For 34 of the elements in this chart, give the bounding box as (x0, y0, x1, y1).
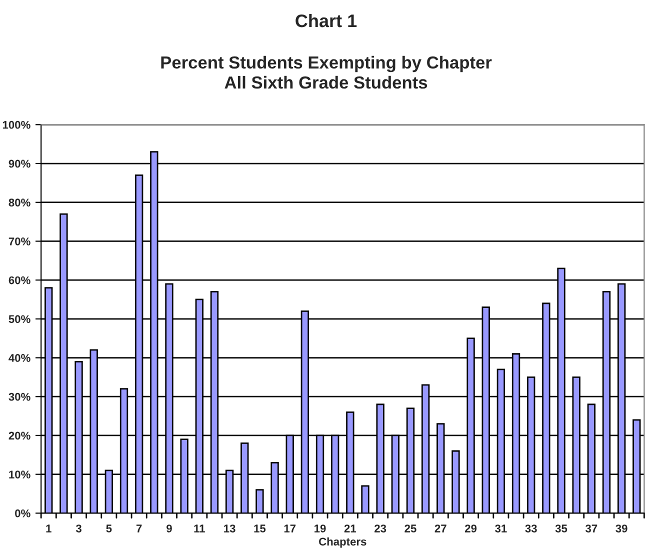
y-tick-label: 20% (8, 432, 30, 440)
x-tick-label: 27 (434, 524, 446, 532)
x-tick-label: 11 (194, 524, 205, 532)
y-tick-label: 0% (15, 509, 30, 518)
x-tick-label: 19 (314, 524, 326, 532)
y-tick-label: 70% (8, 237, 30, 246)
x-tick-label: 39 (616, 524, 628, 532)
y-tick-label: 90% (8, 160, 30, 168)
y-tick-label: 30% (8, 392, 30, 401)
chart-title: Chart 1 (296, 14, 357, 28)
x-tick-label: 25 (404, 524, 416, 532)
x-tick-label: 7 (136, 524, 142, 532)
y-tick-label: 60% (8, 276, 30, 284)
chart-subtitle: Percent Students Exempting by Chapter All Sixth Grade Students (161, 56, 492, 89)
x-tick-label: 21 (344, 524, 356, 532)
x-tick-label: 3 (76, 524, 82, 532)
y-tick-label: 100% (2, 120, 30, 129)
x-tick-label: 35 (555, 524, 568, 532)
x-tick-label: 23 (374, 524, 386, 532)
x-tick-label: 13 (224, 524, 236, 532)
x-tick-label: 1 (46, 524, 52, 532)
y-tick-label: 40% (8, 354, 30, 362)
x-tick-label: 17 (284, 524, 296, 532)
x-tick-label: 15 (254, 524, 266, 532)
x-tick-label: 5 (106, 524, 112, 532)
x-tick-label: 31 (495, 524, 507, 532)
x-tick-label: 37 (585, 524, 598, 532)
y-tick-label: 80% (8, 198, 30, 206)
x-tick-label: 29 (464, 524, 477, 532)
x-axis-title: Chapters (319, 537, 366, 548)
x-tick-label: 9 (166, 524, 172, 532)
y-tick-label: 10% (9, 470, 30, 478)
x-tick-label: 33 (525, 524, 537, 532)
y-tick-label: 50% (8, 315, 30, 324)
